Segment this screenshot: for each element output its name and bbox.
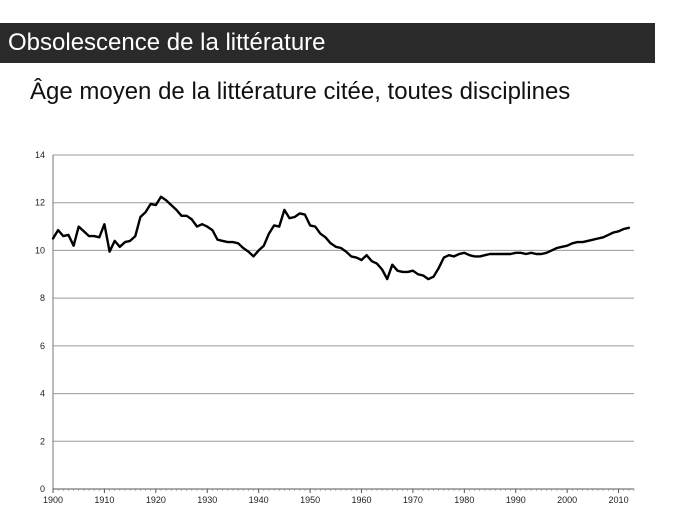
y-tick-label: 0: [40, 484, 45, 494]
series-line-0: [51, 195, 631, 281]
x-tick-label: 1900: [43, 495, 63, 505]
header-title: Obsolescence de la littérature: [8, 29, 326, 56]
y-tick-label: 6: [40, 341, 45, 351]
series-layer: [51, 195, 631, 281]
y-tick-labels: 0 2 4 6 8 10 12 14: [35, 150, 45, 494]
y-tick-label: 10: [35, 245, 45, 255]
x-tick-label: 1910: [94, 495, 114, 505]
y-tick-label: 8: [40, 293, 45, 303]
x-tick-labels: 1900 1910 1920 1930 1940 1950 1960 1970 1980 1990…: [43, 495, 629, 505]
x-tick-label: 2010: [609, 495, 629, 505]
x-tick-label: 1950: [300, 495, 320, 505]
chart-title: Âge moyen de la littérature citée, toute…: [30, 78, 571, 105]
axis-layer: [52, 155, 635, 493]
x-tick-label: 1930: [197, 495, 217, 505]
y-tick-label: 4: [40, 389, 45, 399]
x-tick-label: 1980: [454, 495, 474, 505]
y-tick-label: 2: [40, 436, 45, 446]
y-tick-label: 14: [35, 150, 45, 160]
x-tick-label: 1920: [146, 495, 166, 505]
y-tick-label: 12: [35, 198, 45, 208]
x-tick-label: 2000: [557, 495, 577, 505]
x-tick-label: 1940: [249, 495, 269, 505]
x-tick-label: 1960: [351, 495, 371, 505]
x-tick-label: 1970: [403, 495, 423, 505]
grid-layer: [53, 154, 634, 490]
x-tick-label: 1990: [506, 495, 526, 505]
header-bar: Obsolescence de la littérature: [0, 23, 655, 63]
